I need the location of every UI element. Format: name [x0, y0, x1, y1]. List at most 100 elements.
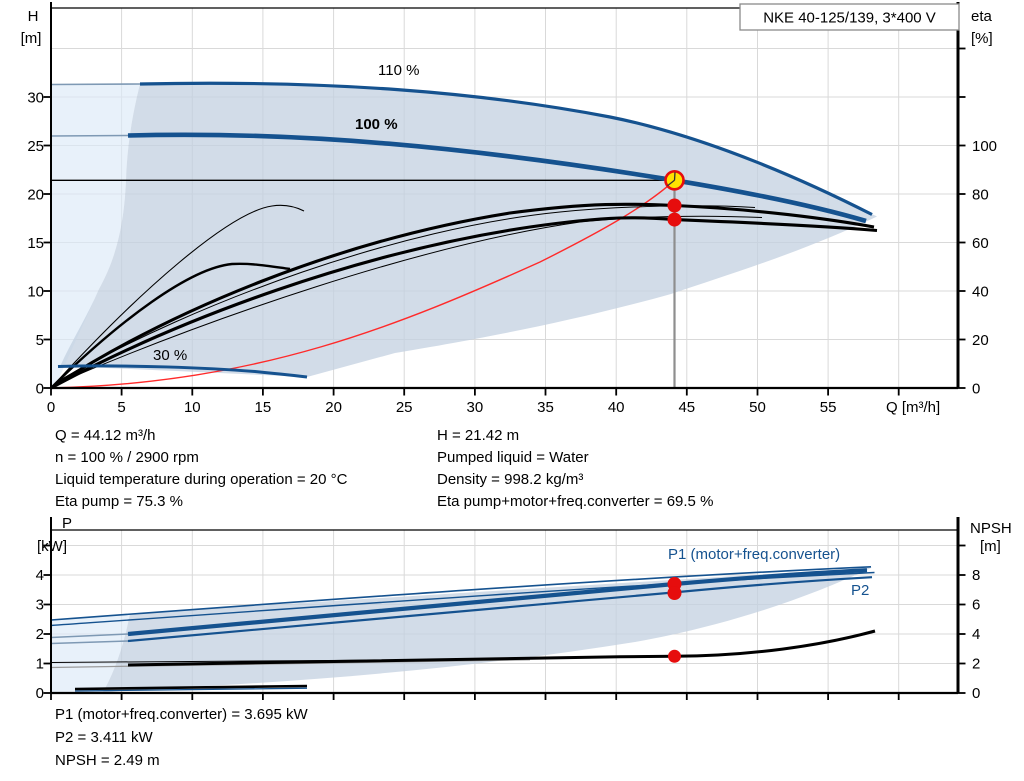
- h-axis-title: H: [28, 8, 39, 25]
- q-tick-40: 40: [608, 399, 625, 416]
- bottom-chart: P [kW] NPSH [m] 4 3 2 1 0 8 6 4 2 0 P1 (…: [36, 515, 1012, 702]
- q-tick-25: 25: [396, 399, 413, 416]
- npsh-marker: [668, 649, 681, 663]
- npsh-tick-2: 2: [972, 656, 980, 673]
- result-npsh: NPSH = 2.49 m: [55, 752, 160, 769]
- p2-100-curve: [127, 576, 873, 643]
- q-tick-labels: 0 5 10 15 20 25 30 35 40 45 50 55: [47, 399, 837, 416]
- p1-100-stub: [50, 633, 129, 639]
- pump-curve-110-stub: [50, 83, 141, 86]
- h-tick-10: 10: [27, 284, 44, 301]
- p-tick-3: 3: [36, 597, 44, 614]
- p1-110-curve: [50, 566, 872, 621]
- p2-30-curve-blue: [74, 687, 308, 692]
- pump-title: NKE 40-125/139, 3*400 V: [763, 10, 936, 27]
- q-tick-5: 5: [117, 399, 125, 416]
- top-ticks: [43, 47, 966, 396]
- p-tick-2: 2: [36, 626, 44, 643]
- info-density: Density = 998.2 kg/m³: [437, 471, 583, 488]
- eta-tick-60: 60: [972, 235, 989, 252]
- q-tick-30: 30: [467, 399, 484, 416]
- npsh-tick-6: 6: [972, 597, 980, 614]
- q-tick-55: 55: [820, 399, 837, 416]
- result-p1: P1 (motor+freq.converter) = 3.695 kW: [55, 706, 308, 723]
- h-tick-0: 0: [36, 381, 44, 398]
- power-envelope-band: [102, 567, 872, 693]
- npsh-axis-title: NPSH: [970, 520, 1012, 537]
- h-tick-20: 20: [27, 187, 44, 204]
- system-resistance-curve: [50, 179, 675, 389]
- info-liquid-temp: Liquid temperature during operation = 20…: [55, 471, 348, 488]
- q-tick-45: 45: [678, 399, 695, 416]
- q-tick-10: 10: [184, 399, 201, 416]
- eta-tick-40: 40: [972, 284, 989, 301]
- p2-marker: [667, 586, 682, 600]
- npsh-tick-labels: 8 6 4 2 0: [972, 567, 980, 702]
- h-tick-5: 5: [36, 332, 44, 349]
- p-axis-title: P: [62, 515, 72, 532]
- npsh-curve: [127, 629, 876, 667]
- q-axis-label: Q [m³/h]: [886, 399, 940, 416]
- result-info-block: P1 (motor+freq.converter) = 3.695 kW P2 …: [55, 706, 308, 769]
- bottom-ticks: [43, 544, 966, 700]
- eta-axis-unit: [%]: [971, 30, 993, 47]
- eta-arc-small: [50, 262, 291, 389]
- pump-curve-100-stub: [50, 134, 129, 137]
- npsh-axis-unit: [m]: [980, 538, 1001, 555]
- p-tick-1: 1: [36, 656, 44, 673]
- info-eta-pump: Eta pump = 75.3 %: [55, 493, 183, 510]
- eta-tick-100: 100: [972, 138, 997, 155]
- pump-title-box: [739, 3, 960, 31]
- pump-curve-30: [57, 364, 308, 379]
- h-tick-15: 15: [27, 235, 44, 252]
- h-tick-labels: 30 25 20 15 10 5 0: [27, 90, 44, 398]
- top-chart: NKE 40-125/139, 3*400 V H [m] eta [%] Q …: [21, 2, 997, 416]
- eta-pump-curve: [50, 202, 875, 390]
- p2-100-stub: [50, 640, 129, 645]
- h-tick-30: 30: [27, 90, 44, 107]
- npsh-tick-4: 4: [972, 626, 980, 643]
- eta-arc-tall-thin: [50, 204, 305, 389]
- eta-thin-companion-2: [55, 215, 763, 385]
- h-tick-25: 25: [27, 138, 44, 155]
- npsh-tick-8: 8: [972, 567, 980, 584]
- info-eta-total: Eta pump+motor+freq.converter = 69.5 %: [437, 493, 713, 510]
- info-n: n = 100 % / 2900 rpm: [55, 449, 199, 466]
- p2-30-curve: [74, 684, 308, 691]
- eta-pump-marker: [667, 198, 682, 213]
- speed-110-label: 110 %: [378, 62, 419, 79]
- operating-envelope-low-flow-band: [51, 84, 140, 388]
- info-pumped-liquid: Pumped liquid = Water: [437, 449, 589, 466]
- eta-axis-title: eta: [971, 8, 993, 25]
- power-envelope-low-flow-band: [51, 613, 130, 693]
- q-tick-20: 20: [325, 399, 342, 416]
- eta-tick-80: 80: [972, 187, 989, 204]
- q-tick-50: 50: [749, 399, 766, 416]
- eta-tick-labels: 100 80 60 40 20 0: [972, 138, 997, 398]
- info-q: Q = 44.12 m³/h: [55, 427, 155, 444]
- speed-30-label: 30 %: [153, 347, 187, 364]
- pump-curve-110: [139, 81, 873, 216]
- q-tick-0: 0: [47, 399, 55, 416]
- p-axis-unit: [kW]: [37, 538, 67, 555]
- speed-100-label: 100 %: [355, 116, 398, 133]
- info-h: H = 21.42 m: [437, 427, 519, 444]
- q-tick-35: 35: [537, 399, 554, 416]
- pump-curve-100: [127, 132, 867, 224]
- result-p2: P2 = 3.411 kW: [55, 729, 154, 746]
- p-tick-4: 4: [36, 567, 44, 584]
- operating-info-block: Q = 44.12 m³/h n = 100 % / 2900 rpm Liqu…: [55, 427, 713, 510]
- p-tick-labels: 4 3 2 1 0: [36, 567, 44, 702]
- h-axis-unit: [m]: [21, 30, 42, 47]
- npsh-tick-0: 0: [972, 685, 980, 702]
- eta-total-marker: [667, 212, 682, 227]
- q-tick-15: 15: [255, 399, 272, 416]
- p2-curve-label: P2: [851, 582, 869, 599]
- p1-100-curve: [127, 568, 868, 637]
- p-tick-0: 0: [36, 685, 44, 702]
- eta-tick-20: 20: [972, 332, 989, 349]
- p1-curve-label: P1 (motor+freq.converter): [668, 546, 840, 563]
- eta-total-curve: [50, 216, 878, 390]
